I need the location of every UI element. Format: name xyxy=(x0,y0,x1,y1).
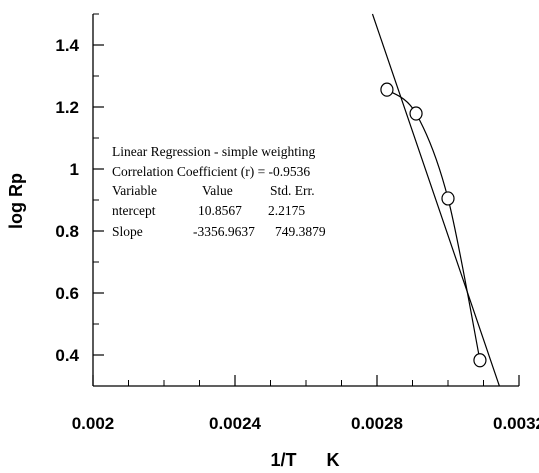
regression-line xyxy=(371,13,500,387)
y-tick-label: 1.2 xyxy=(55,98,79,117)
annotation-row-intercept-stderr: 2.2175 xyxy=(268,203,305,218)
x-tick-label: 0.0024 xyxy=(209,414,262,433)
annotation-row-slope-name: Slope xyxy=(112,224,143,239)
annotation-row-slope-stderr: 749.3879 xyxy=(275,224,326,239)
regression-annotation: Linear Regression - simple weighting Cor… xyxy=(112,144,326,239)
y-tick-label: 0.4 xyxy=(55,346,79,365)
annotation-header-variable: Variable xyxy=(112,183,157,198)
x-axis-title: 1/T K xyxy=(270,450,339,470)
x-tick-label: 0.002 xyxy=(72,414,115,433)
y-tick-label: 0.8 xyxy=(55,222,79,241)
annotation-line-2: Correlation Coefficient (r) = -0.9536 xyxy=(112,164,310,179)
annotation-row-slope-value: -3356.9637 xyxy=(193,224,255,239)
annotation-row-intercept-name: ntercept xyxy=(112,203,156,218)
data-point xyxy=(409,106,423,121)
data-point xyxy=(473,353,487,368)
y-tick-label: 1.4 xyxy=(55,36,79,55)
annotation-row-intercept-value: 10.8567 xyxy=(198,203,242,218)
annotation-header-stderr: Std. Err. xyxy=(270,183,315,198)
y-tick-label: 1 xyxy=(70,160,79,179)
axes xyxy=(92,14,519,387)
data-marks xyxy=(371,13,500,387)
y-tick-label: 0.6 xyxy=(55,284,79,303)
annotation-line-1: Linear Regression - simple weighting xyxy=(112,144,315,159)
data-point xyxy=(441,191,455,206)
x-tick-label: 0.0032 xyxy=(493,414,539,433)
y-axis-title: log Rp xyxy=(6,173,26,229)
data-point xyxy=(380,82,394,97)
annotation-header-value: Value xyxy=(202,183,233,198)
smooth-curve xyxy=(386,89,481,361)
x-tick-label: 0.0028 xyxy=(351,414,403,433)
ticks: 0.4 0.6 0.8 1 1.2 1.4 0.002 0.0024 0.0028 0.0032 xyxy=(55,13,539,433)
